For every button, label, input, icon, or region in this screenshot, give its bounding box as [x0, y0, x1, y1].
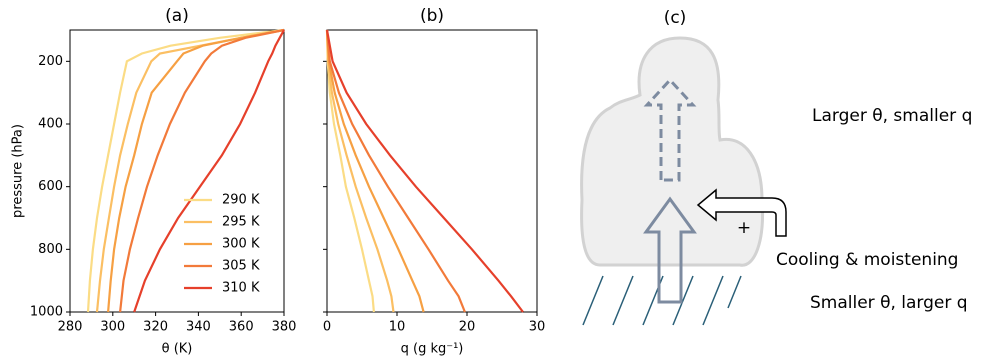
diagram-c: (c) + Larger θ, smaller q Cooling & mois… [580, 8, 972, 326]
entrainment-arrow [696, 188, 787, 237]
x-tick-label: 340 [186, 320, 211, 335]
y-tick-label: 800 [38, 242, 63, 257]
profile-line [325, 29, 466, 313]
panel-title: (b) [420, 6, 444, 26]
profile-line [325, 29, 375, 313]
lower-label: Smaller θ, larger q [810, 293, 968, 313]
y-tick-label: 400 [38, 117, 63, 132]
x-tick-label: 280 [58, 320, 83, 335]
updraft-arrow [643, 196, 697, 304]
x-tick-label: 20 [459, 320, 476, 335]
legend-label: 305 K [222, 259, 260, 274]
sign: + [737, 218, 751, 238]
plot-frame [69, 29, 285, 313]
profile-line [107, 28, 285, 313]
legend-label: 295 K [222, 215, 260, 230]
panel-title: (a) [165, 6, 189, 26]
x-tick-label: 10 [389, 320, 406, 335]
profile-line [325, 29, 395, 313]
x-tick-label: 320 [143, 320, 168, 335]
panel-title: (c) [664, 8, 687, 28]
x-axis-label: θ (K) [162, 342, 193, 357]
x-tick-label: 300 [100, 320, 125, 335]
profile-line [119, 28, 285, 313]
legend-label: 310 K [222, 281, 260, 296]
plot-frame [326, 29, 538, 313]
profile-line [325, 29, 524, 313]
legend-label: 290 K [222, 193, 260, 208]
cloud [580, 36, 765, 267]
profile-line [86, 28, 285, 313]
legend-label: 300 K [222, 237, 260, 252]
side-label: Cooling & moistening [776, 250, 958, 270]
y-axis-label: pressure (hPa) [11, 124, 26, 218]
y-tick-label: 200 [38, 54, 63, 69]
x-tick-label: 30 [529, 320, 546, 335]
x-tick-label: 360 [229, 320, 254, 335]
y-tick-label: 600 [38, 179, 63, 194]
x-tick-label: 0 [323, 320, 331, 335]
x-tick-label: 380 [272, 320, 297, 335]
upper-label: Larger θ, smaller q [812, 106, 972, 126]
profile-line [325, 29, 425, 313]
upper-dashed-arrow [643, 77, 697, 182]
y-tick-label: 1000 [30, 305, 63, 320]
x-axis-label: q (g kg⁻¹) [401, 342, 464, 357]
profile-line [133, 29, 285, 313]
